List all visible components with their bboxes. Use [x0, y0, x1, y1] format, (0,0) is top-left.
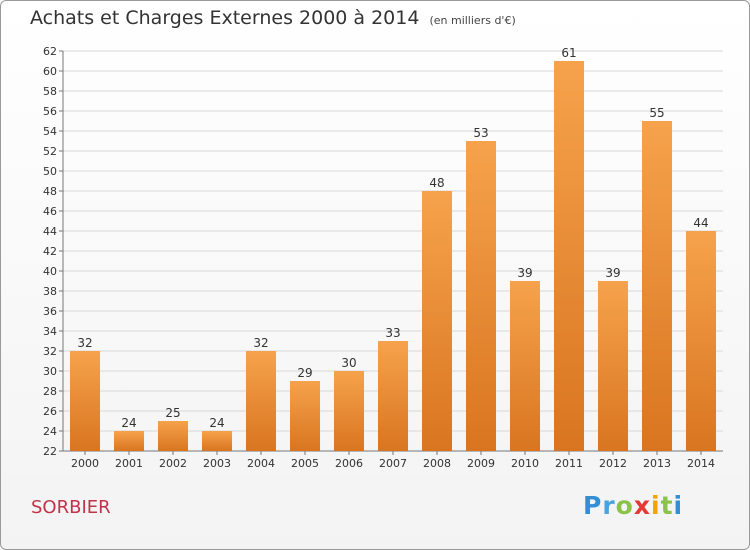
y-tick-label: 54 — [43, 125, 57, 138]
data-label: 44 — [693, 216, 708, 230]
x-tick-label: 2012 — [599, 457, 627, 470]
y-tick-label: 60 — [43, 65, 57, 78]
x-tick-label: 2002 — [159, 457, 187, 470]
logo-letter: x — [633, 491, 651, 520]
x-tick-label: 2006 — [335, 457, 363, 470]
y-tick-label: 34 — [43, 325, 57, 338]
bar — [686, 231, 716, 451]
y-tick-label: 28 — [43, 385, 57, 398]
data-label: 29 — [297, 366, 312, 380]
x-tick-label: 2001 — [115, 457, 143, 470]
data-label: 55 — [649, 106, 664, 120]
y-tick-label: 44 — [43, 225, 57, 238]
bar — [114, 431, 144, 451]
x-tick-label: 2000 — [71, 457, 99, 470]
y-tick-label: 22 — [43, 445, 57, 458]
bar — [422, 191, 452, 451]
data-label: 32 — [253, 336, 268, 350]
data-label: 24 — [121, 416, 136, 430]
bar — [246, 351, 276, 451]
bar — [378, 341, 408, 451]
x-tick-label: 2010 — [511, 457, 539, 470]
bar — [290, 381, 320, 451]
data-label: 30 — [341, 356, 356, 370]
x-tick-label: 2013 — [643, 457, 671, 470]
y-tick-label: 26 — [43, 405, 57, 418]
data-label: 39 — [517, 266, 532, 280]
data-label: 25 — [165, 406, 180, 420]
bar — [158, 421, 188, 451]
x-tick-label: 2011 — [555, 457, 583, 470]
data-label: 33 — [385, 326, 400, 340]
x-tick-label: 2014 — [687, 457, 715, 470]
title-text: Achats et Charges Externes 2000 à 2014 — [30, 7, 420, 29]
bar — [466, 141, 496, 451]
x-tick-label: 2007 — [379, 457, 407, 470]
y-tick-label: 58 — [43, 85, 57, 98]
y-tick-label: 42 — [43, 245, 57, 258]
x-tick-label: 2003 — [203, 457, 231, 470]
y-tick-label: 36 — [43, 305, 57, 318]
y-tick-label: 46 — [43, 205, 57, 218]
data-label: 24 — [209, 416, 224, 430]
bar — [510, 281, 540, 451]
y-tick-label: 52 — [43, 145, 57, 158]
unit-label: (en milliers d'€) — [429, 14, 516, 27]
y-tick-label: 56 — [43, 105, 57, 118]
y-tick-label: 30 — [43, 365, 57, 378]
chart-title: Achats et Charges Externes 2000 à 2014 (e… — [30, 7, 516, 29]
bar — [554, 61, 584, 451]
y-tick-label: 24 — [43, 425, 57, 438]
y-tick-label: 62 — [43, 45, 57, 58]
logo-letter: o — [615, 491, 634, 520]
x-tick-label: 2005 — [291, 457, 319, 470]
city-name: SORBIER — [31, 497, 111, 518]
y-tick-label: 32 — [43, 345, 57, 358]
x-tick-label: 2004 — [247, 457, 275, 470]
proxiti-logo: Proxiti — [583, 491, 683, 520]
logo-letter: r — [602, 491, 616, 520]
x-tick-label: 2008 — [423, 457, 451, 470]
logo-letter: t — [660, 491, 674, 520]
data-label: 48 — [429, 176, 444, 190]
bar — [334, 371, 364, 451]
y-tick-label: 50 — [43, 165, 57, 178]
data-label: 32 — [77, 336, 92, 350]
y-tick-label: 40 — [43, 265, 57, 278]
logo-letter: P — [583, 491, 603, 520]
bar — [598, 281, 628, 451]
y-tick-label: 38 — [43, 285, 57, 298]
data-label: 61 — [561, 46, 576, 60]
data-label: 39 — [605, 266, 620, 280]
bar — [642, 121, 672, 451]
data-label: 53 — [473, 126, 488, 140]
logo-letter: i — [651, 491, 661, 520]
logo-letter: i — [673, 491, 684, 520]
bar — [70, 351, 100, 451]
bar — [202, 431, 232, 451]
y-tick-label: 48 — [43, 185, 57, 198]
x-tick-label: 2009 — [467, 457, 495, 470]
